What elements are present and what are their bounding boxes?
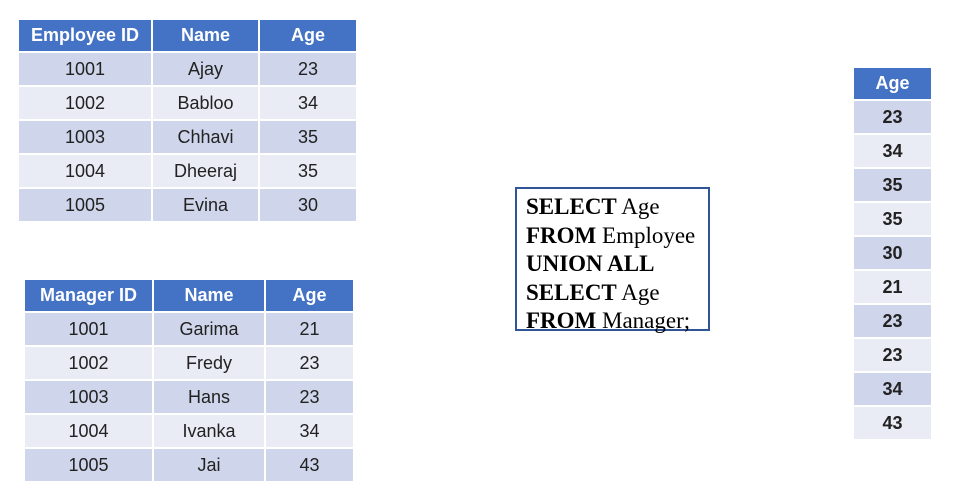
employee-header-row: Employee ID Name Age bbox=[19, 20, 356, 51]
table-row: 1003 Hans 23 bbox=[25, 381, 353, 413]
result-age-cell: 23 bbox=[854, 101, 931, 133]
manager-name-cell: Hans bbox=[154, 381, 264, 413]
manager-name-cell: Ivanka bbox=[154, 415, 264, 447]
table-row: 1002 Fredy 23 bbox=[25, 347, 353, 379]
table-row: 35 bbox=[854, 203, 931, 235]
employee-age-cell: 34 bbox=[260, 87, 356, 119]
table-row: 21 bbox=[854, 271, 931, 303]
employee-id-header: Employee ID bbox=[19, 20, 151, 51]
table-row: 30 bbox=[854, 237, 931, 269]
employee-name-header: Name bbox=[153, 20, 258, 51]
manager-id-cell: 1005 bbox=[25, 449, 152, 481]
manager-id-header: Manager ID bbox=[25, 280, 152, 311]
table-row: 23 bbox=[854, 101, 931, 133]
employee-age-header: Age bbox=[260, 20, 356, 51]
result-age-cell: 34 bbox=[854, 135, 931, 167]
query-line: SELECT Age bbox=[526, 279, 708, 308]
table-row: 1004 Dheeraj 35 bbox=[19, 155, 356, 187]
employee-age-cell: 35 bbox=[260, 155, 356, 187]
sql-keyword: SELECT bbox=[526, 279, 617, 305]
table-row: 23 bbox=[854, 339, 931, 371]
employee-name-cell: Babloo bbox=[153, 87, 258, 119]
employee-id-cell: 1001 bbox=[19, 53, 151, 85]
employee-name-cell: Chhavi bbox=[153, 121, 258, 153]
table-row: 1002 Babloo 34 bbox=[19, 87, 356, 119]
table-row: 34 bbox=[854, 373, 931, 405]
manager-name-cell: Fredy bbox=[154, 347, 264, 379]
table-row: 1003 Chhavi 35 bbox=[19, 121, 356, 153]
result-table: Age 23 34 35 35 30 21 23 23 34 43 bbox=[852, 66, 933, 441]
table-row: 34 bbox=[854, 135, 931, 167]
manager-age-cell: 34 bbox=[266, 415, 353, 447]
result-age-cell: 35 bbox=[854, 203, 931, 235]
result-age-cell: 43 bbox=[854, 407, 931, 439]
result-age-cell: 23 bbox=[854, 305, 931, 337]
sql-text: Age bbox=[616, 194, 660, 219]
result-header-row: Age bbox=[854, 68, 931, 99]
sql-text: Manager; bbox=[596, 308, 691, 333]
employee-id-cell: 1004 bbox=[19, 155, 151, 187]
manager-id-cell: 1004 bbox=[25, 415, 152, 447]
sql-keyword: FROM bbox=[526, 222, 597, 248]
manager-name-cell: Jai bbox=[154, 449, 264, 481]
employee-id-cell: 1002 bbox=[19, 87, 151, 119]
sql-keyword: SELECT bbox=[526, 194, 617, 219]
manager-name-header: Name bbox=[154, 280, 264, 311]
employee-age-cell: 23 bbox=[260, 53, 356, 85]
sql-keyword: FROM bbox=[526, 308, 597, 333]
manager-age-cell: 21 bbox=[266, 313, 353, 345]
result-age-cell: 21 bbox=[854, 271, 931, 303]
employee-name-cell: Ajay bbox=[153, 53, 258, 85]
table-row: 1001 Ajay 23 bbox=[19, 53, 356, 85]
employee-name-cell: Dheeraj bbox=[153, 155, 258, 187]
sql-query-box: SELECT Age FROM Employee UNION ALL SELEC… bbox=[515, 187, 710, 333]
manager-age-cell: 23 bbox=[266, 347, 353, 379]
sql-text: Age bbox=[616, 279, 660, 305]
result-age-cell: 30 bbox=[854, 237, 931, 269]
query-line: FROM Manager; bbox=[526, 307, 708, 336]
manager-age-header: Age bbox=[266, 280, 353, 311]
manager-age-cell: 23 bbox=[266, 381, 353, 413]
table-row: 43 bbox=[854, 407, 931, 439]
table-row: 1005 Evina 30 bbox=[19, 189, 356, 221]
employee-table: Employee ID Name Age 1001 Ajay 23 1002 B… bbox=[17, 18, 358, 223]
sql-keyword: UNION ALL bbox=[526, 251, 655, 276]
query-line: SELECT Age bbox=[526, 193, 708, 222]
manager-id-cell: 1002 bbox=[25, 347, 152, 379]
result-age-cell: 23 bbox=[854, 339, 931, 371]
table-row: 1001 Garima 21 bbox=[25, 313, 353, 345]
result-age-cell: 34 bbox=[854, 373, 931, 405]
query-line: FROM Employee bbox=[526, 222, 708, 251]
table-row: 1005 Jai 43 bbox=[25, 449, 353, 481]
manager-age-cell: 43 bbox=[266, 449, 353, 481]
manager-name-cell: Garima bbox=[154, 313, 264, 345]
result-age-cell: 35 bbox=[854, 169, 931, 201]
table-row: 35 bbox=[854, 169, 931, 201]
query-line: UNION ALL bbox=[526, 250, 708, 279]
employee-age-cell: 35 bbox=[260, 121, 356, 153]
table-row: 23 bbox=[854, 305, 931, 337]
manager-header-row: Manager ID Name Age bbox=[25, 280, 353, 311]
result-age-header: Age bbox=[854, 68, 931, 99]
employee-id-cell: 1003 bbox=[19, 121, 151, 153]
manager-id-cell: 1003 bbox=[25, 381, 152, 413]
sql-text: Employee bbox=[596, 222, 696, 248]
table-row: 1004 Ivanka 34 bbox=[25, 415, 353, 447]
manager-table: Manager ID Name Age 1001 Garima 21 1002 … bbox=[23, 278, 355, 483]
employee-id-cell: 1005 bbox=[19, 189, 151, 221]
manager-id-cell: 1001 bbox=[25, 313, 152, 345]
employee-age-cell: 30 bbox=[260, 189, 356, 221]
employee-name-cell: Evina bbox=[153, 189, 258, 221]
